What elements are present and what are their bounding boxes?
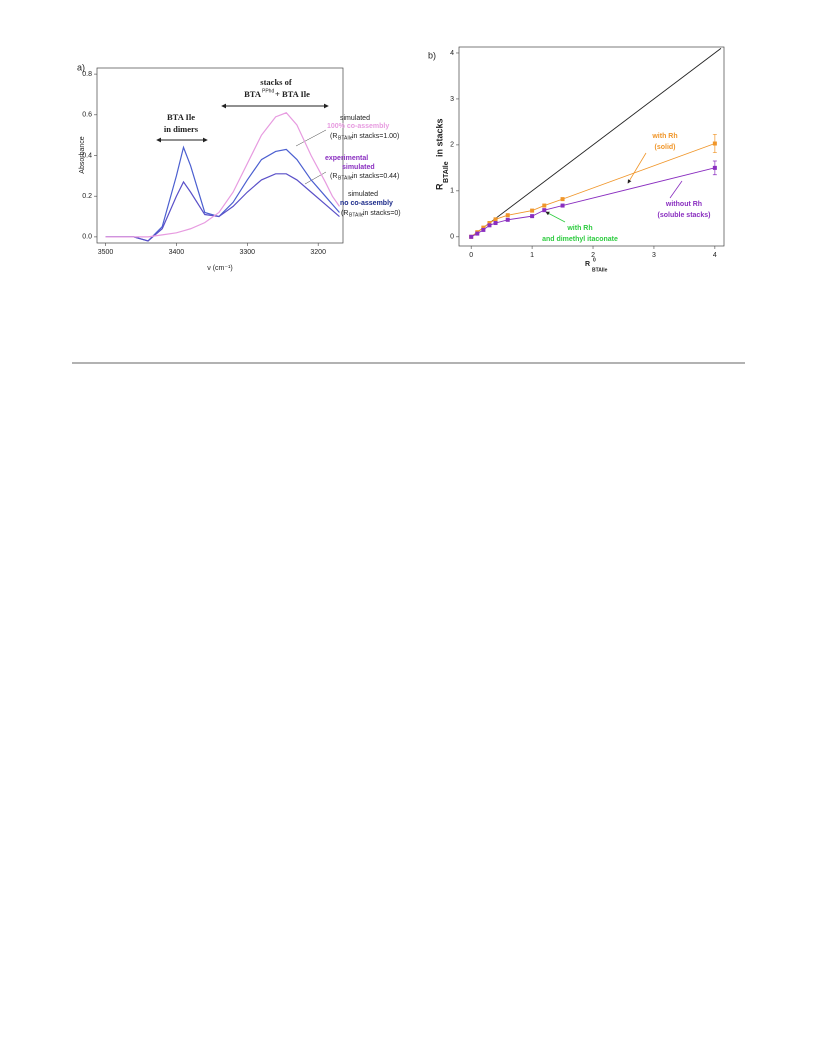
data-point xyxy=(542,208,547,213)
annotation: in dimers xyxy=(164,124,199,134)
arrow xyxy=(627,152,647,184)
data-point xyxy=(505,213,510,218)
data-point xyxy=(530,208,535,213)
y-axis-label: in stacks xyxy=(434,118,444,157)
y-tick-label: 0.6 xyxy=(82,112,92,119)
annotation: experimental xyxy=(325,155,368,162)
y-axis-label: Absorbance xyxy=(79,136,86,173)
annotation: with Rh xyxy=(566,225,592,232)
annotation: PPhd xyxy=(262,88,274,94)
x-tick-label: 1 xyxy=(530,252,534,259)
annotation: with Rh xyxy=(651,133,677,140)
y-axis-label: R xyxy=(434,183,444,190)
annotation: without Rh xyxy=(665,201,702,208)
y-tick-label: 0 xyxy=(450,234,454,241)
error-bar xyxy=(712,160,717,176)
data-point xyxy=(487,223,492,228)
y-tick-label: 0.8 xyxy=(82,71,92,78)
data-point xyxy=(487,221,492,226)
y-tick-label: 0.4 xyxy=(82,152,92,159)
series-line xyxy=(105,173,340,242)
data-point xyxy=(542,203,547,208)
y-tick-label: 0.0 xyxy=(82,234,92,241)
annotation: in stacks=1.00) xyxy=(352,133,399,140)
panel-label: a) xyxy=(77,62,85,72)
x-tick-label: 3200 xyxy=(310,249,326,256)
data-point xyxy=(469,234,474,239)
x-axis-label: BTAIle xyxy=(592,267,608,273)
annotation: and dimethyl itaconate xyxy=(542,236,618,243)
leader-line xyxy=(295,129,327,147)
arrow xyxy=(545,211,566,223)
annotation: stacks of xyxy=(260,77,292,87)
data-point xyxy=(560,197,565,202)
x-tick-label: 3 xyxy=(652,252,656,259)
leader-line xyxy=(304,171,327,185)
annotation: (R xyxy=(341,210,348,217)
annotation: (solid) xyxy=(655,144,676,151)
series-line xyxy=(470,48,722,238)
annotation: BTAIle xyxy=(338,175,353,181)
annotation: + BTA Ile xyxy=(275,89,310,99)
data-point xyxy=(493,221,498,226)
annotation: (soluble stacks) xyxy=(658,212,711,219)
panel-label: b) xyxy=(428,50,436,60)
x-tick-label: 3500 xyxy=(98,249,114,256)
x-tick-label: 2 xyxy=(591,252,595,259)
data-point xyxy=(481,225,486,230)
plot-frame xyxy=(458,46,725,247)
data-point xyxy=(493,217,498,222)
annotation: simulated xyxy=(340,115,370,122)
x-tick-label: 3400 xyxy=(169,249,185,256)
y-tick-label: 4 xyxy=(450,50,454,57)
annotation: in stacks=0) xyxy=(363,210,401,217)
data-point xyxy=(560,203,565,208)
annotation: (R xyxy=(330,133,337,140)
data-point xyxy=(505,217,510,222)
error-bar xyxy=(712,133,717,154)
series-line xyxy=(105,145,340,242)
y-axis-label: BTAIle xyxy=(443,161,450,183)
data-point xyxy=(481,227,486,232)
x-tick-label: 4 xyxy=(713,252,717,259)
series-line xyxy=(470,143,716,238)
x-tick-label: 0 xyxy=(469,252,473,259)
annotation: (R xyxy=(330,173,337,180)
data-point xyxy=(475,231,480,236)
annotation: BTAIle xyxy=(349,212,364,218)
x-axis-label: ν (cm⁻¹) xyxy=(207,265,232,272)
annotation: 100% co-assembly xyxy=(327,123,389,130)
series-line xyxy=(470,167,715,238)
series-line xyxy=(105,112,340,238)
y-tick-label: 2 xyxy=(450,142,454,149)
data-point xyxy=(530,214,535,219)
annotation: simulated xyxy=(342,164,375,171)
x-axis-label: R xyxy=(585,261,590,268)
annotation: BTAIle xyxy=(338,135,353,141)
y-tick-label: 0.2 xyxy=(82,193,92,200)
annotation: simulated xyxy=(348,191,378,198)
x-tick-label: 3300 xyxy=(240,249,256,256)
x-axis-label: 0 xyxy=(593,257,596,263)
annotation: BTA Ile xyxy=(167,112,195,122)
annotation: in stacks=0.44) xyxy=(352,173,399,180)
leader-line xyxy=(669,180,683,199)
annotation: no co-assembly xyxy=(340,200,393,207)
y-tick-label: 3 xyxy=(450,96,454,103)
annotation: BTA xyxy=(244,89,262,99)
y-tick-label: 1 xyxy=(450,188,454,195)
